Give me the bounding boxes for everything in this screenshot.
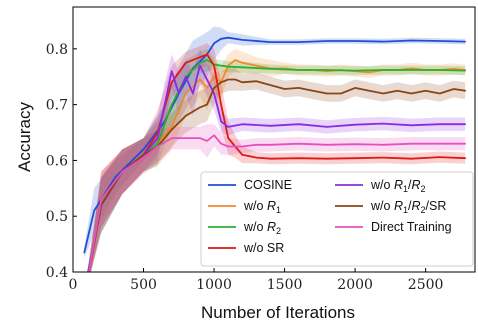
legend-label-w-o-sr: w/o SR [243, 241, 284, 255]
y-tick-label: 0.7 [46, 98, 68, 114]
y-tick-label: 0.5 [46, 209, 68, 225]
band-w-o-sr [87, 43, 466, 272]
legend-label-w-o-r1-r2-sr: w/o R1/R2/SR [370, 199, 446, 215]
x-axis-ticks: 0 500 1000 1500 2000 2500 [69, 268, 444, 293]
band-w-o-r1 [87, 48, 466, 272]
band-direct-training [87, 124, 466, 272]
legend-box [200, 171, 474, 267]
line-cosine [83, 36, 467, 254]
series-lines [83, 36, 467, 272]
legend-label-w-o-r1: w/o R1 [243, 199, 281, 215]
y-tick-label: 0.8 [46, 42, 68, 58]
x-tick-label: 0 [69, 277, 78, 293]
line-w-o-r1-r2 [87, 64, 467, 272]
line-direct-training [88, 134, 467, 272]
x-tick-label: 2000 [337, 277, 373, 293]
x-axis-title: Number of Iterations [201, 303, 355, 322]
x-tick-label: 500 [130, 277, 157, 293]
band-w-o-r2 [87, 48, 466, 272]
legend-label-cosine: COSINE [244, 178, 292, 192]
y-axis-title: Accuracy [15, 102, 34, 172]
y-axis-ticks: 0.4 0.5 0.6 0.7 0.8 [46, 42, 77, 281]
y-tick-label: 0.6 [46, 153, 68, 169]
legend-label-w-o-r1-r2: w/o R1/R2 [370, 178, 426, 194]
x-tick-label: 2500 [408, 277, 444, 293]
y-tick-label: 0.4 [46, 265, 68, 281]
x-tick-label: 1500 [267, 277, 303, 293]
legend-label-direct-training: Direct Training [371, 220, 452, 234]
legend: COSINE w/o R1 w/o R2 w/o SR w/o R1/R2 w/o R1/… [200, 171, 474, 267]
plot-frame [72, 6, 476, 273]
x-tick-label: 1000 [196, 277, 232, 293]
legend-label-w-o-r2: w/o R2 [243, 220, 281, 236]
line-w-o-r1-r2-sr [88, 78, 467, 272]
band-cosine [84, 26, 466, 259]
line-w-o-sr [88, 53, 467, 272]
